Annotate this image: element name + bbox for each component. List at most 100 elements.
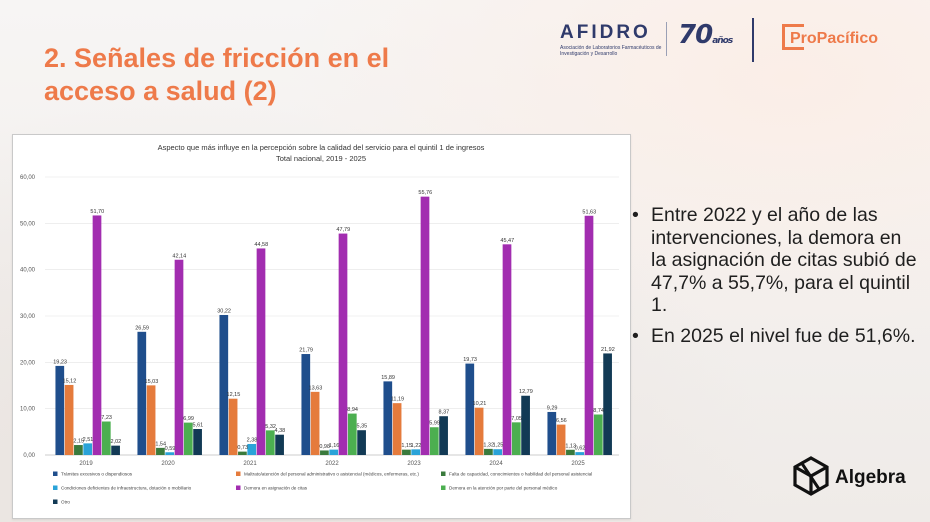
bar bbox=[465, 363, 475, 455]
bar bbox=[493, 449, 503, 455]
data-label: 15,12 bbox=[63, 378, 77, 384]
x-tick-label: 2021 bbox=[243, 461, 257, 467]
bar bbox=[338, 233, 348, 455]
data-label: 6,56 bbox=[556, 418, 567, 424]
data-label: 5,35 bbox=[357, 424, 368, 430]
data-label: 26,59 bbox=[135, 325, 149, 331]
y-tick-label: 40,00 bbox=[20, 268, 36, 274]
algebra-cube-icon bbox=[793, 456, 829, 496]
bar bbox=[411, 449, 421, 455]
data-label: 2,15 bbox=[73, 439, 84, 445]
bar bbox=[156, 447, 165, 455]
bar bbox=[511, 422, 521, 455]
data-label: 0,73 bbox=[237, 445, 248, 451]
data-label: 4,38 bbox=[275, 428, 286, 434]
data-label: 51,63 bbox=[582, 209, 596, 215]
finding-item: Entre 2022 y el año de las intervencione… bbox=[632, 204, 920, 317]
bar bbox=[320, 450, 329, 455]
algebra-logo: Algebra bbox=[793, 456, 913, 498]
legend-swatch bbox=[441, 485, 446, 490]
chart-legend: Trámites excesivos o dispendiosos Maltrat… bbox=[53, 471, 592, 505]
bar bbox=[310, 391, 320, 455]
data-label: 12,15 bbox=[227, 392, 241, 398]
bar bbox=[193, 429, 202, 455]
data-label: 15,89 bbox=[381, 375, 395, 381]
bar bbox=[238, 451, 247, 455]
bar-chart: Aspecto que más influye en la percepción… bbox=[20, 143, 619, 505]
data-label: 1,16 bbox=[329, 443, 340, 449]
data-label: 8,94 bbox=[347, 407, 358, 413]
chart-gridlines bbox=[45, 176, 619, 456]
data-label: 15,03 bbox=[145, 379, 159, 385]
chart-bars bbox=[55, 196, 612, 455]
bar bbox=[219, 314, 229, 455]
legend-swatch bbox=[236, 471, 241, 476]
x-tick-label: 2024 bbox=[489, 461, 503, 467]
seventy-years-logo: 70años bbox=[678, 20, 733, 50]
data-label: 13,63 bbox=[309, 385, 323, 391]
bar bbox=[247, 443, 257, 455]
data-label: 55,76 bbox=[418, 190, 432, 196]
bar bbox=[593, 414, 603, 455]
bar bbox=[256, 248, 266, 455]
bar bbox=[392, 403, 402, 455]
bar bbox=[502, 244, 512, 455]
data-label: 10,21 bbox=[473, 401, 487, 407]
legend-swatch bbox=[441, 471, 446, 476]
bar bbox=[575, 452, 585, 455]
bar bbox=[174, 259, 184, 455]
slide-title: 2. Señales de fricción en el acceso a sa… bbox=[44, 43, 390, 106]
afidro-tagline: Asociación de Laboratorios Farmacéuticos… bbox=[560, 45, 662, 57]
chart-panel: Aspecto que más influye en la percepción… bbox=[12, 134, 631, 519]
data-label: 1,22 bbox=[411, 443, 422, 449]
finding-item: En 2025 el nivel fue de 51,6%. bbox=[632, 325, 920, 348]
x-tick-label: 2020 bbox=[161, 461, 175, 467]
bar bbox=[420, 196, 430, 455]
bar bbox=[101, 421, 111, 455]
logo-divider bbox=[666, 22, 667, 56]
chart-subtitle: Total nacional, 2019 - 2025 bbox=[276, 154, 366, 163]
data-label: 7,05 bbox=[511, 416, 522, 422]
data-label: 2,02 bbox=[111, 439, 122, 445]
data-label: 21,92 bbox=[601, 347, 615, 353]
data-label: 12,79 bbox=[519, 389, 533, 395]
x-tick-label: 2022 bbox=[325, 461, 339, 467]
bar bbox=[92, 215, 102, 455]
propacifico-wordmark: ProPacífico bbox=[790, 30, 879, 47]
legend-label: Maltrato/atención del personal administr… bbox=[244, 472, 419, 477]
y-tick-label: 60,00 bbox=[20, 175, 36, 181]
data-label: 1,25 bbox=[493, 443, 504, 449]
data-label: 45,47 bbox=[500, 238, 514, 244]
bar bbox=[74, 445, 83, 455]
data-label: 5,61 bbox=[193, 423, 204, 429]
logo-divider-bold bbox=[752, 18, 754, 62]
data-labels: 19,23 15,12 2,152,51 51,70 7,23 2,02 26,59 15,0… bbox=[53, 190, 615, 452]
afidro-logo: AFIDRO Asociación de Laboratorios Farmac… bbox=[560, 22, 670, 57]
x-tick-label: 2023 bbox=[407, 461, 421, 467]
bar bbox=[265, 430, 275, 455]
chart-title: Aspecto que más influye en la percepción… bbox=[158, 143, 485, 152]
bar bbox=[347, 413, 357, 455]
data-label: 1,13 bbox=[565, 443, 576, 449]
seventy-number: 70 bbox=[678, 20, 713, 50]
legend-label: Falta de capacidad, conocimientos o habi… bbox=[449, 472, 592, 477]
data-label: 2,51 bbox=[83, 437, 94, 443]
bar bbox=[329, 449, 339, 455]
data-label: 51,70 bbox=[90, 209, 104, 215]
bar bbox=[402, 449, 411, 455]
legend-swatch bbox=[53, 485, 58, 490]
x-tick-label: 2025 bbox=[571, 461, 585, 467]
bar bbox=[83, 443, 93, 455]
bar bbox=[146, 385, 156, 455]
bar bbox=[603, 353, 612, 455]
bar bbox=[275, 434, 284, 455]
bar bbox=[547, 411, 557, 455]
bar bbox=[383, 381, 393, 455]
data-label: 47,79 bbox=[336, 227, 350, 233]
data-label: 19,23 bbox=[53, 359, 67, 365]
bar bbox=[357, 430, 366, 455]
data-label: 1,32 bbox=[483, 442, 494, 448]
bar bbox=[64, 384, 74, 455]
data-label: 44,58 bbox=[254, 242, 268, 248]
bar bbox=[484, 448, 493, 455]
